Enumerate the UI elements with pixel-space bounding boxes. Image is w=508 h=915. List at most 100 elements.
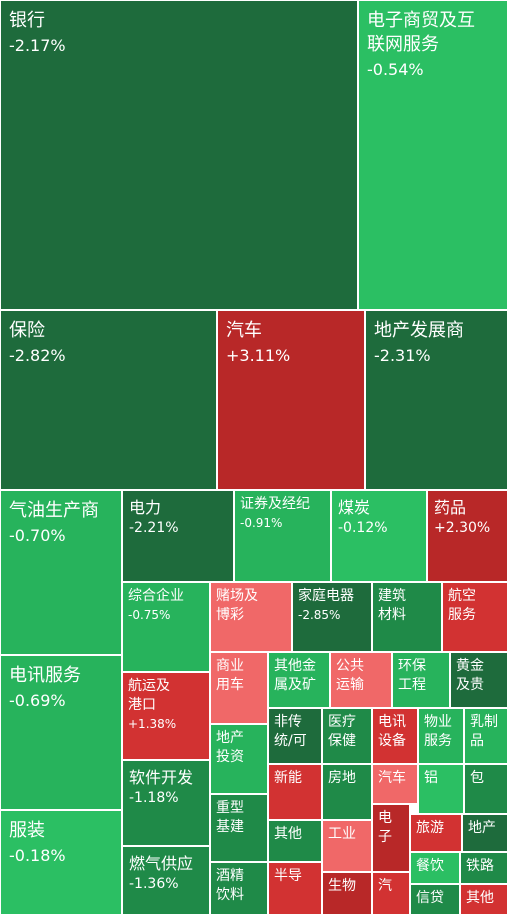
tile-sector-name: 生物: [328, 878, 356, 894]
tile-sector-name: 电讯 设备: [378, 714, 406, 749]
tile-sector-name: 服装: [9, 820, 45, 841]
tile-sector-name: 商业 用车: [216, 658, 244, 693]
treemap-tile[interactable]: 赌场及 博彩: [210, 582, 292, 652]
tile-change-label: -2.85%: [298, 607, 341, 622]
tile-change-label: -0.70%: [9, 525, 66, 545]
tile-change-label: -0.18%: [9, 845, 66, 865]
treemap-tile[interactable]: 软件开发 -1.18%: [122, 760, 210, 846]
tile-sector-name: 汽车: [378, 770, 406, 786]
treemap-tile[interactable]: 地产 投资: [210, 724, 268, 794]
treemap-tile[interactable]: 其他: [460, 884, 508, 915]
tile-sector-name: 公共 运输: [336, 658, 364, 693]
treemap-tile[interactable]: 半导: [268, 862, 322, 915]
treemap-tile[interactable]: 银行 -2.17%: [0, 0, 358, 310]
treemap-tile[interactable]: 非传 统/可: [268, 708, 322, 764]
treemap-tile[interactable]: 电 子: [372, 804, 410, 872]
treemap-tile[interactable]: 药品 +2.30%: [427, 490, 508, 582]
treemap-tile[interactable]: 电力 -2.21%: [122, 490, 234, 582]
treemap-tile[interactable]: 铝: [418, 764, 464, 814]
tile-change-label: -0.75%: [128, 607, 171, 622]
tile-sector-name: 汽: [378, 878, 392, 894]
tile-sector-name: 半导: [274, 868, 302, 884]
tile-change-label: +2.30%: [434, 520, 491, 537]
tile-sector-name: 家庭电器: [298, 588, 354, 604]
tile-change-label: -2.21%: [129, 520, 179, 537]
tile-sector-name: 物业 服务: [424, 714, 452, 749]
treemap-tile[interactable]: 医疗 保健: [322, 708, 372, 764]
treemap-tile[interactable]: 重型 基建: [210, 794, 268, 862]
treemap-tile[interactable]: 包: [464, 764, 508, 814]
tile-sector-name: 航运及 港口: [128, 678, 170, 713]
treemap-tile[interactable]: 房地: [322, 764, 372, 820]
treemap-tile[interactable]: 电讯服务 -0.69%: [0, 655, 122, 810]
treemap-tile[interactable]: 汽车 +3.11%: [217, 310, 365, 490]
tile-sector-name: 银行: [9, 10, 45, 31]
treemap-tile[interactable]: 信贷: [410, 884, 460, 915]
treemap-tile[interactable]: 建筑 材料: [372, 582, 442, 652]
tile-change-label: -2.31%: [374, 345, 431, 365]
treemap-tile[interactable]: 生物: [322, 872, 372, 915]
treemap-tile[interactable]: 其他金 属及矿: [268, 652, 330, 708]
tile-change-label: -0.12%: [338, 520, 388, 537]
tile-sector-name: 房地: [328, 770, 356, 786]
treemap-tile[interactable]: 电子商贸及互 联网服务 -0.54%: [358, 0, 508, 310]
tile-change-label: -0.54%: [367, 59, 424, 79]
tile-sector-name: 包: [470, 770, 484, 786]
tile-change-label: -0.91%: [240, 515, 283, 530]
tile-sector-name: 航空 服务: [448, 588, 476, 623]
treemap-tile[interactable]: 保险 -2.82%: [0, 310, 217, 490]
treemap-tile[interactable]: 其他: [268, 820, 322, 862]
treemap-tile[interactable]: 铁路: [460, 852, 508, 884]
tile-sector-name: 餐饮: [416, 858, 444, 874]
tile-sector-name: 药品: [434, 498, 467, 517]
tile-sector-name: 铝: [424, 770, 438, 786]
treemap-tile[interactable]: 证券及经纪 -0.91%: [234, 490, 331, 582]
treemap-tile[interactable]: 家庭电器 -2.85%: [292, 582, 372, 652]
treemap-tile[interactable]: 地产: [462, 814, 508, 852]
tile-sector-name: 综合企业: [128, 588, 184, 604]
treemap-tile[interactable]: 电讯 设备: [372, 708, 418, 764]
treemap-tile[interactable]: 航运及 港口 +1.38%: [122, 672, 210, 760]
treemap-tile[interactable]: 乳制 品: [464, 708, 508, 764]
treemap-tile[interactable]: 旅游: [410, 814, 462, 852]
treemap-tile[interactable]: 燃气供应 -1.36%: [122, 846, 210, 915]
treemap-tile[interactable]: 餐饮: [410, 852, 460, 884]
tile-sector-name: 重型 基建: [216, 800, 244, 835]
tile-sector-name: 环保 工程: [398, 658, 426, 693]
treemap-tile[interactable]: 酒精 饮料: [210, 862, 268, 915]
tile-sector-name: 工业: [328, 826, 356, 842]
treemap-tile[interactable]: 汽车: [372, 764, 418, 804]
tile-sector-name: 新能: [274, 770, 302, 786]
tile-sector-name: 电力: [129, 498, 162, 517]
tile-sector-name: 黄金 及贵: [456, 658, 484, 693]
treemap-tile[interactable]: 航空 服务: [442, 582, 508, 652]
tile-change-label: +3.11%: [226, 345, 291, 365]
tile-sector-name: 证券及经纪: [240, 496, 310, 512]
tile-sector-name: 地产: [468, 820, 496, 836]
tile-change-label: -1.36%: [129, 876, 179, 893]
tile-sector-name: 软件开发: [129, 768, 194, 787]
tile-change-label: -2.82%: [9, 345, 66, 365]
treemap-tile[interactable]: 商业 用车: [210, 652, 268, 724]
tile-sector-name: 电讯服务: [9, 665, 81, 686]
treemap-tile[interactable]: 新能: [268, 764, 322, 820]
tile-sector-name: 旅游: [416, 820, 444, 836]
treemap-tile[interactable]: 服装 -0.18%: [0, 810, 122, 915]
tile-sector-name: 汽车: [226, 320, 262, 341]
tile-sector-name: 信贷: [416, 890, 444, 906]
tile-sector-name: 煤炭: [338, 498, 371, 517]
tile-sector-name: 地产 投资: [216, 730, 244, 765]
tile-sector-name: 气油生产商: [9, 500, 99, 521]
treemap-tile[interactable]: 综合企业 -0.75%: [122, 582, 210, 672]
treemap-tile[interactable]: 公共 运输: [330, 652, 392, 708]
treemap-tile[interactable]: 煤炭 -0.12%: [331, 490, 427, 582]
treemap-tile[interactable]: 物业 服务: [418, 708, 464, 764]
treemap-tile[interactable]: 地产发展商 -2.31%: [365, 310, 508, 490]
tile-sector-name: 非传 统/可: [274, 714, 307, 749]
treemap-tile[interactable]: 工业: [322, 820, 372, 872]
treemap-tile[interactable]: 气油生产商 -0.70%: [0, 490, 122, 655]
treemap-tile[interactable]: 环保 工程: [392, 652, 450, 708]
treemap-tile[interactable]: 黄金 及贵: [450, 652, 508, 708]
treemap-tile[interactable]: 汽: [372, 872, 410, 915]
